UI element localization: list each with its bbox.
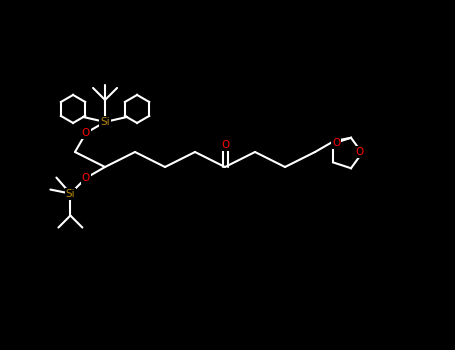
Text: Si: Si <box>100 117 110 127</box>
Text: O: O <box>221 140 229 150</box>
Text: O: O <box>355 147 363 157</box>
Text: O: O <box>332 138 340 148</box>
Text: O: O <box>82 173 90 183</box>
Text: O: O <box>82 128 90 138</box>
Text: Si: Si <box>66 189 75 198</box>
